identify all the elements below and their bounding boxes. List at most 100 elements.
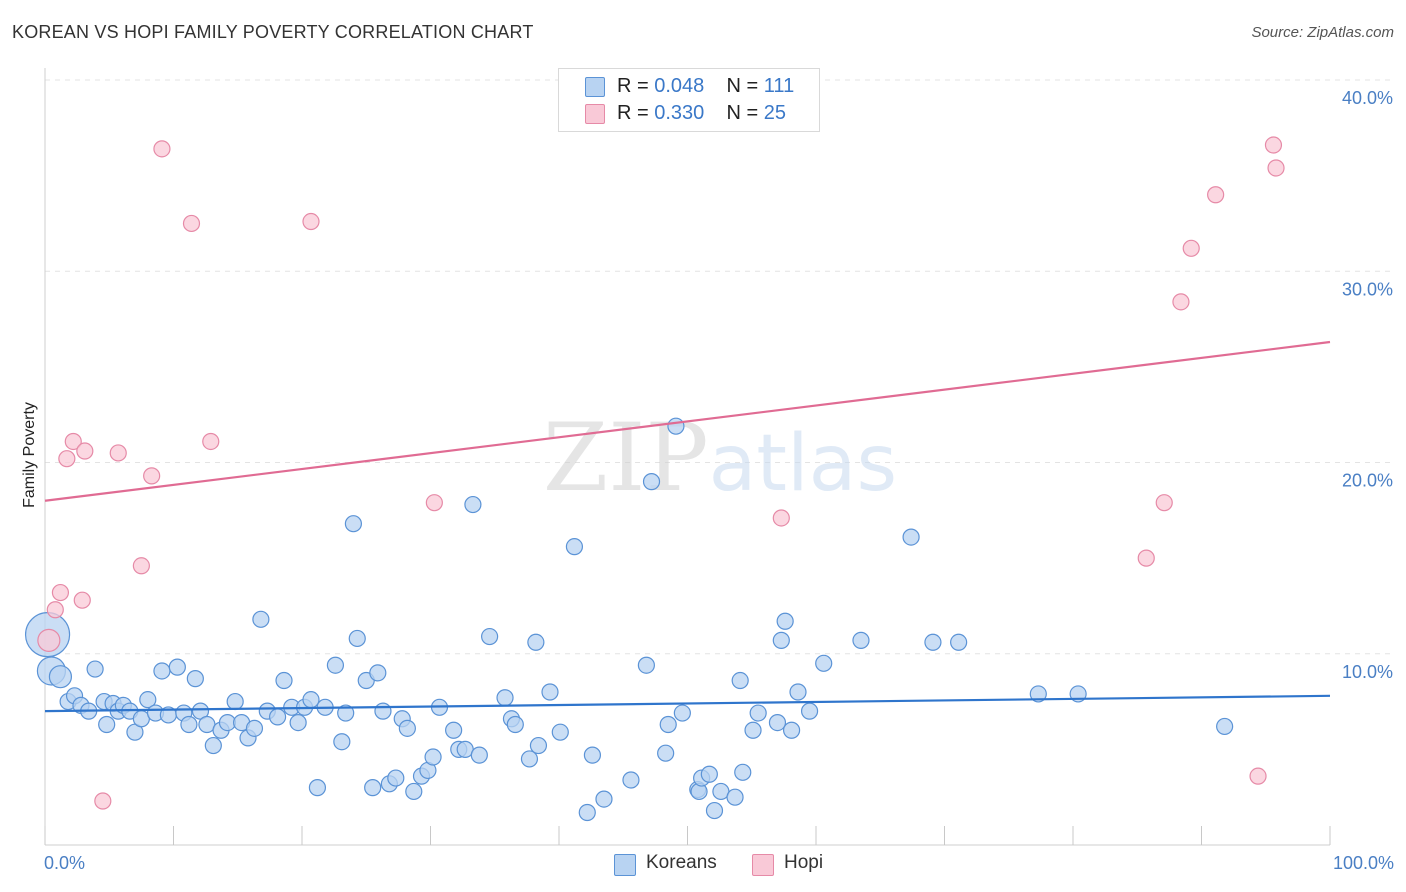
hopi-point [1207, 186, 1225, 204]
korean-point [245, 719, 264, 737]
korean-point [800, 702, 819, 720]
korean-point [731, 671, 749, 690]
korean-point [289, 713, 307, 732]
korean-point [595, 790, 613, 808]
korean-point [815, 654, 833, 672]
korean-point [772, 631, 790, 649]
korean-point [302, 691, 320, 709]
koreans-legend-swatch [614, 854, 636, 876]
legend-n-value-koreans: 111 [763, 75, 795, 97]
korean-point [578, 803, 596, 822]
korean-point [226, 692, 244, 711]
hopi-point [1182, 239, 1200, 257]
x-tick-max: 100.0% [1333, 853, 1394, 873]
hopi-point [425, 494, 443, 512]
korean-point [98, 715, 116, 734]
korean-point [481, 627, 499, 646]
korean-point [705, 801, 724, 820]
y-tick-label: 20.0% [1342, 471, 1393, 491]
y-tick-label: 40.0% [1342, 88, 1393, 108]
y-tick-label: 30.0% [1342, 279, 1393, 299]
korean-point [726, 788, 744, 806]
korean-point [180, 715, 198, 734]
hopi-point [1137, 549, 1155, 567]
legend-r-value-hopi: 0.330 [654, 102, 705, 124]
korean-point [268, 708, 287, 726]
hopi-trend-line [44, 340, 1331, 502]
korean-point [667, 417, 685, 435]
korean-point [424, 748, 442, 766]
korean-point [86, 660, 104, 678]
hopi-point [73, 591, 91, 609]
legend-label-hopi: Hopi [784, 852, 824, 873]
korean-point [782, 721, 801, 739]
hopi-point [94, 792, 112, 810]
korean-point [470, 746, 488, 764]
hopi-point [46, 601, 64, 619]
korean-point [659, 715, 677, 734]
hopi-point [153, 140, 171, 158]
correlation-legend: R = 0.048 N = 111 R = 0.330 N = 25 [558, 68, 820, 132]
korean-point [734, 763, 752, 781]
hopi-point [302, 212, 320, 231]
korean-point [326, 656, 345, 674]
korean-point [387, 769, 405, 787]
korean-point [622, 771, 640, 789]
korean-point [583, 746, 602, 764]
korean-point [308, 779, 327, 797]
korean-point [673, 704, 691, 722]
y-axis-label: Family Poverty [21, 402, 38, 508]
korean-point [551, 723, 569, 741]
korean-point [496, 689, 514, 707]
korean-point [464, 495, 482, 514]
hopi-point [1172, 293, 1190, 311]
watermark: ZIPatlas [543, 404, 897, 513]
korean-point [902, 528, 920, 546]
korean-point [789, 683, 807, 701]
legend-n-value-hopi: 25 [763, 102, 787, 124]
legend-n-label: N = [726, 102, 759, 124]
korean-point [924, 633, 942, 651]
axes [44, 68, 1331, 846]
korean-point [333, 733, 351, 751]
hopi-point [64, 432, 82, 451]
koreans-swatch [585, 77, 605, 97]
hopi-point [51, 583, 70, 602]
korean-point [405, 782, 423, 801]
series-legend: Koreans Hopi [0, 852, 1406, 878]
korean-point [541, 683, 559, 701]
korean-point [749, 704, 767, 722]
korean-point [1216, 717, 1234, 736]
korean-point [252, 610, 270, 628]
hopi-point [1249, 767, 1267, 785]
hopi-point [37, 628, 61, 652]
korean-point [776, 612, 794, 630]
korean-point [275, 671, 293, 690]
korean-point [139, 691, 157, 709]
koreans-trend-line [44, 694, 1331, 713]
hopi-legend-swatch [752, 854, 774, 876]
legend-r-label: R = [617, 75, 649, 97]
hopi-point [132, 557, 150, 575]
hopi-point [182, 214, 201, 233]
grid-lines [45, 79, 1392, 655]
hopi-point [143, 467, 161, 485]
korean-point [657, 744, 675, 762]
legend-label-koreans: Koreans [646, 852, 717, 873]
hopi-point [772, 509, 790, 527]
hopi-point [1155, 494, 1173, 512]
korean-point [768, 713, 787, 732]
hopi-swatch [585, 104, 605, 124]
korean-point [369, 664, 387, 682]
hopi-point [1264, 136, 1283, 154]
korean-point [348, 629, 366, 648]
y-tick-label: 10.0% [1342, 662, 1393, 682]
hopi-points [37, 136, 1285, 810]
korean-point [529, 736, 548, 755]
korean-point [642, 473, 661, 491]
korean-point [520, 750, 539, 768]
trend-lines [44, 340, 1331, 713]
hopi-point [1267, 159, 1285, 177]
y-tick-labels: 10.0% 20.0% 30.0% 40.0% [1342, 88, 1393, 682]
